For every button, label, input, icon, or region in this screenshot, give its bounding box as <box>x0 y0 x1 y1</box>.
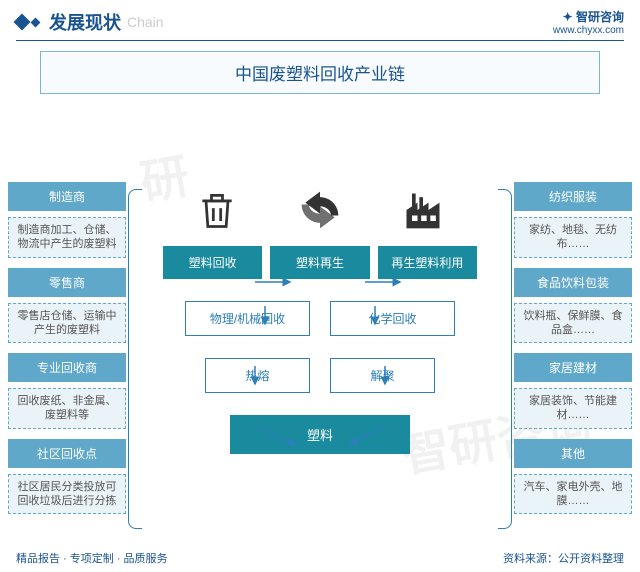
brand-name: ✦ 智研咨询 <box>553 8 624 25</box>
recycle-icon <box>292 182 348 238</box>
diagram-content: 制造商制造商加工、仓储、物流中产生的废塑料零售商零售店仓储、运输中产生的废塑料专… <box>0 104 640 544</box>
category-box: 零售商 <box>8 268 126 297</box>
category-box: 家居建材 <box>514 353 632 382</box>
bracket-left <box>128 189 142 529</box>
node-hotmelt: 热熔 <box>205 358 310 393</box>
node-chemical: 化学回收 <box>330 301 455 336</box>
brand-url: www.chyxx.com <box>553 25 624 36</box>
detail-box: 汽车、家电外壳、地膜…… <box>514 474 632 515</box>
divider <box>16 40 624 41</box>
category-box: 纺织服装 <box>514 182 632 211</box>
main-title: 中国废塑料回收产业链 <box>40 51 600 94</box>
decor-diamond <box>31 17 41 27</box>
detail-box: 饮料瓶、保鲜膜、食品盒…… <box>514 303 632 344</box>
brand-text: 智研咨询 <box>576 10 624 24</box>
decor-diamond <box>14 14 31 31</box>
category-box: 其他 <box>514 439 632 468</box>
header: 发展现状 Chain ✦ 智研咨询 www.chyxx.com <box>0 0 640 40</box>
bracket-right <box>498 189 512 529</box>
footer: 精品报告 · 专项定制 · 品质服务 资料来源：公开资料整理 <box>0 550 640 566</box>
category-box: 食品饮料包装 <box>514 268 632 297</box>
detail-box: 社区居民分类投放可回收垃圾后进行分拣 <box>8 474 126 515</box>
node-physical: 物理/机械回收 <box>185 301 310 336</box>
detail-box: 家居装饰、节能建材…… <box>514 388 632 429</box>
category-box: 制造商 <box>8 182 126 211</box>
factory-icon <box>395 182 451 238</box>
detail-box: 家纺、地毯、无纺布…… <box>514 217 632 258</box>
left-column: 制造商制造商加工、仓储、物流中产生的废塑料零售商零售店仓储、运输中产生的废塑料专… <box>8 182 126 524</box>
node-final: 塑料 <box>230 415 410 454</box>
header-subtitle: Chain <box>127 14 164 30</box>
detail-box: 零售店仓储、运输中产生的废塑料 <box>8 303 126 344</box>
header-title: 发展现状 <box>49 9 121 35</box>
right-column: 纺织服装家纺、地毯、无纺布…… 食品饮料包装饮料瓶、保鲜膜、食品盒…… 家居建材家居… <box>514 182 632 524</box>
node-regenerate: 塑料再生 <box>270 246 369 279</box>
node-recycle: 塑料回收 <box>163 246 262 279</box>
node-reuse: 再生塑料利用 <box>378 246 477 279</box>
category-box: 专业回收商 <box>8 353 126 382</box>
trash-icon <box>189 182 245 238</box>
detail-box: 回收废纸、非金属、废塑料等 <box>8 388 126 429</box>
node-depoly: 解聚 <box>330 358 435 393</box>
footer-right: 资料来源：公开资料整理 <box>503 550 624 566</box>
footer-left: 精品报告 · 专项定制 · 品质服务 <box>16 550 168 566</box>
detail-box: 制造商加工、仓储、物流中产生的废塑料 <box>8 217 126 258</box>
category-box: 社区回收点 <box>8 439 126 468</box>
center-flow: 塑料回收 塑料再生 再生塑料利用 物理/机械回收 化学回收 热熔 解聚 塑料 <box>155 182 485 542</box>
